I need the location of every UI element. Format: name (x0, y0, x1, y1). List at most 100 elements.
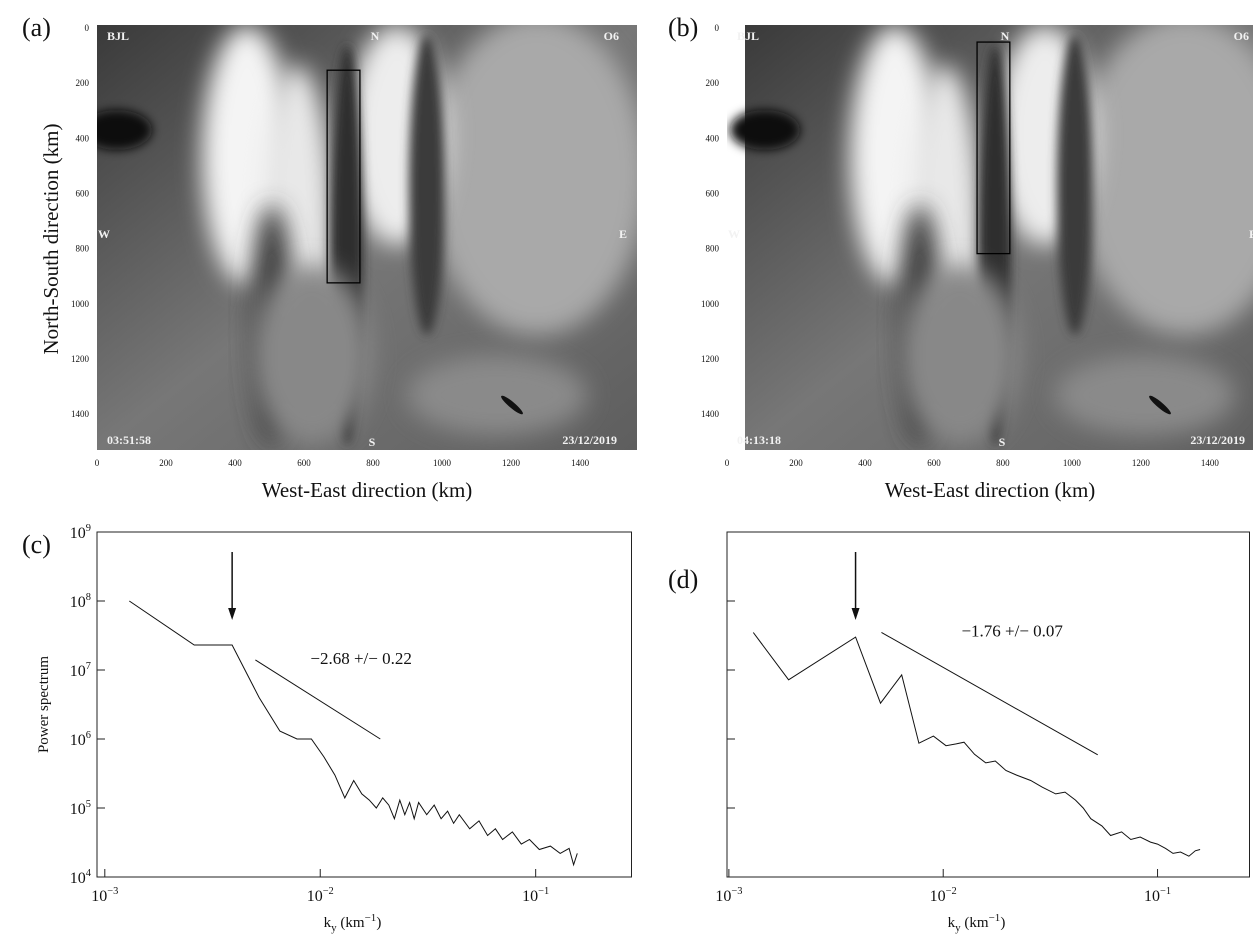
tick-label: 10−1 (522, 886, 549, 905)
tick-exp: 6 (86, 730, 91, 741)
x-axis-title-part: (km (337, 915, 365, 931)
tick-exp: 5 (86, 799, 91, 810)
image-label: E (1249, 227, 1253, 241)
x-axis-title-part: −1 (989, 912, 1001, 924)
break-arrow-head (228, 608, 237, 620)
x-tick-label: 600 (297, 458, 311, 468)
tick-base: 10 (70, 870, 86, 887)
tick-exp: 7 (86, 661, 91, 672)
image-label: BJL (737, 29, 759, 43)
x-tick-label: 200 (789, 458, 803, 468)
tick-base: 10 (930, 888, 946, 905)
y-axis-title: North-South direction (km) (39, 124, 63, 355)
plot-frame (726, 531, 1250, 878)
x-axis-title: ky (km−1) (948, 912, 1006, 934)
tick-base: 10 (70, 663, 86, 680)
tick-exp: −1 (538, 886, 549, 897)
y-tick-label: 600 (706, 188, 720, 198)
fit-label: −2.68 +/− 0.22 (310, 649, 412, 668)
tick-label: 10−2 (930, 886, 957, 905)
x-tick-label: 800 (366, 458, 380, 468)
image-label: 23/12/2019 (562, 433, 617, 447)
tick-base: 10 (70, 801, 86, 818)
x-axis-title-part: y (331, 922, 337, 934)
spectrum-line (129, 600, 578, 867)
y-axis-title: Power spectrum (36, 656, 52, 753)
image-label: O6 (1234, 29, 1249, 43)
y-tick-label: 400 (76, 133, 90, 143)
tick-label: 10−1 (1144, 886, 1171, 905)
y-tick-label: 1200 (71, 354, 90, 364)
x-tick-label: 600 (927, 458, 941, 468)
image-label: N (1001, 29, 1010, 43)
tick-exp: 9 (86, 523, 91, 534)
tick-exp: −3 (731, 886, 742, 897)
image-label: BJL (107, 29, 129, 43)
y-tick-label: 1200 (701, 354, 720, 364)
panel-label: (a) (22, 13, 51, 42)
x-tick-label: 1000 (433, 458, 452, 468)
panel-label: (b) (668, 13, 698, 42)
image-a (82, 15, 647, 450)
x-axis-title-part: −1 (365, 912, 377, 924)
y-tick-label: 400 (706, 133, 720, 143)
plot-frame (96, 531, 632, 878)
y-tick-label: 800 (76, 244, 90, 254)
tick-exp: 4 (86, 868, 92, 879)
tick-label: 10−3 (715, 886, 742, 905)
tick-label: 10−2 (307, 886, 334, 905)
analysis-box (326, 69, 361, 284)
fit-line (255, 659, 381, 740)
x-axis-title: ky (km−1) (324, 912, 382, 934)
tick-exp: −1 (1160, 886, 1171, 897)
y-tick-label: 0 (715, 23, 720, 33)
image-label: W (728, 227, 740, 241)
image-label: N (371, 29, 380, 43)
y-tick-label: 1000 (71, 299, 90, 309)
y-tick-label: 1000 (701, 299, 720, 309)
x-axis-title-part: k (948, 915, 956, 931)
tick-base: 10 (307, 888, 323, 905)
y-tick-label: 600 (76, 188, 90, 198)
x-tick-label: 0 (725, 458, 730, 468)
analysis-box (976, 41, 1011, 255)
x-axis-title-part: ) (1000, 915, 1005, 931)
tick-label: 108 (70, 592, 91, 611)
tick-label: 107 (70, 661, 91, 680)
tick-label: 109 (70, 523, 91, 542)
y-tick-label: 1400 (71, 409, 90, 419)
tick-exp: 8 (86, 592, 91, 603)
x-axis-title: West-East direction (km) (262, 478, 473, 502)
image-label: S (369, 435, 376, 449)
x-tick-label: 200 (159, 458, 173, 468)
spectrum-line (752, 632, 1201, 857)
tick-base: 10 (522, 888, 538, 905)
y-tick-label: 200 (76, 78, 90, 88)
image-label: W (98, 227, 110, 241)
image-label: 04:13:18 (737, 433, 781, 447)
y-tick-label: 200 (706, 78, 720, 88)
x-axis-title: West-East direction (km) (885, 478, 1096, 502)
x-axis-title-part: y (955, 922, 961, 934)
x-axis-title-part: ) (376, 915, 381, 931)
x-tick-label: 1000 (1063, 458, 1082, 468)
break-arrow-head (851, 608, 860, 620)
x-tick-label: 1200 (1132, 458, 1151, 468)
x-tick-label: 1200 (502, 458, 521, 468)
image-label: 03:51:58 (107, 433, 151, 447)
image-label: 23/12/2019 (1190, 433, 1245, 447)
tick-base: 10 (70, 732, 86, 749)
tick-base: 10 (70, 525, 86, 542)
tick-label: 104 (70, 868, 92, 887)
x-axis-title-part: k (324, 915, 332, 931)
x-tick-label: 1400 (1201, 458, 1220, 468)
tick-exp: −2 (323, 886, 334, 897)
y-tick-label: 0 (85, 23, 90, 33)
x-tick-label: 400 (228, 458, 242, 468)
fit-label: −1.76 +/− 0.07 (961, 621, 1063, 640)
x-tick-label: 400 (858, 458, 872, 468)
tick-label: 10−3 (91, 886, 118, 905)
tick-exp: −2 (946, 886, 957, 897)
